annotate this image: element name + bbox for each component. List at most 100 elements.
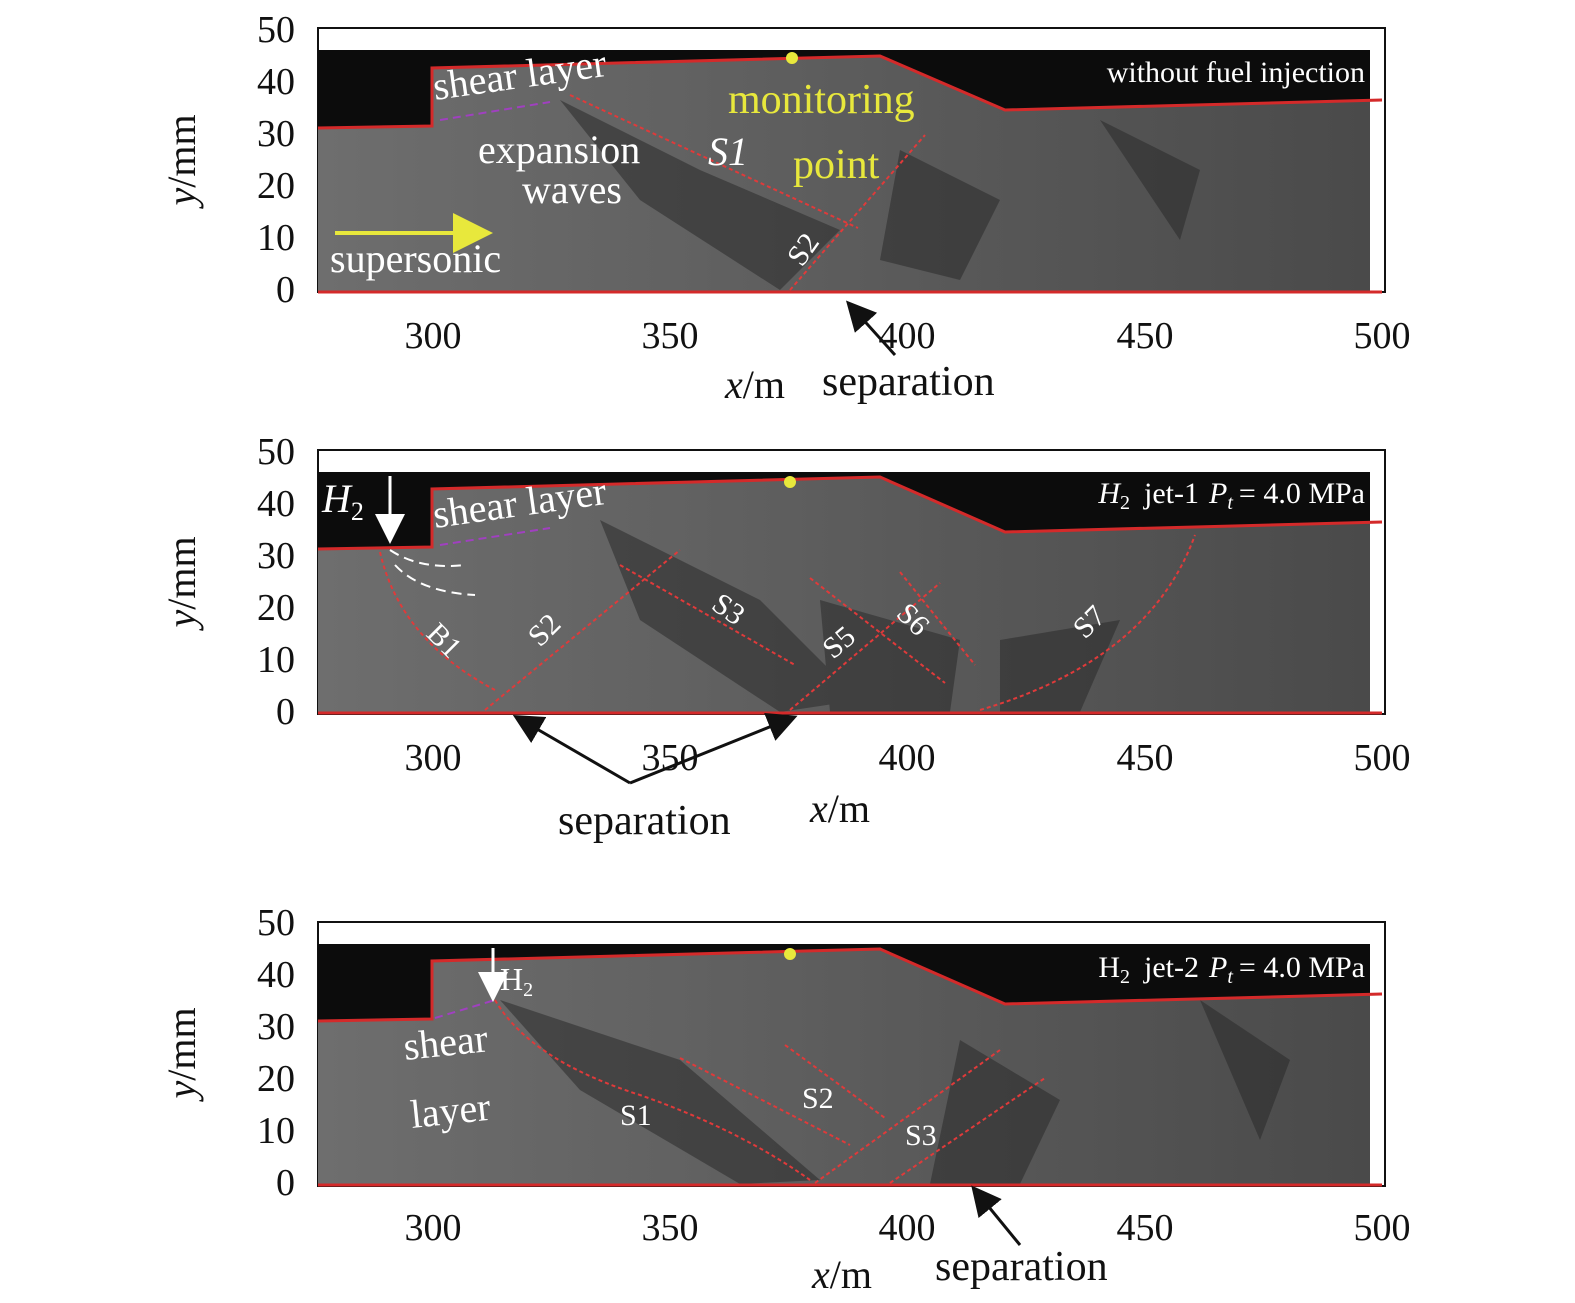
- panel-3-x-axis-label: x/m: [811, 1252, 872, 1297]
- panel-1-shock-s2: [789, 134, 926, 291]
- x-axis-unit: /m: [743, 362, 785, 407]
- y-tick-label: 30: [257, 1006, 295, 1048]
- x-axis-var: x: [811, 1252, 830, 1297]
- panel-3-separation-label: separation: [935, 1244, 1108, 1290]
- panel-2-x-axis-label: x/m: [809, 786, 870, 831]
- panel-2-y-ticks: 50 40 30 20 10 0: [257, 431, 295, 733]
- panel-3-shear-line: [434, 999, 496, 1019]
- panel-3-shock-s3a: [814, 1049, 1001, 1184]
- x-tick-label: 450: [1117, 315, 1174, 357]
- panel-1-waves-label: waves: [522, 167, 622, 212]
- y-tick-label: 40: [257, 483, 295, 525]
- panel-3-dark-regions: [500, 1000, 1290, 1184]
- h2-h: H: [500, 961, 523, 997]
- case-value: = 4.0 MPa: [1239, 477, 1365, 510]
- x-tick-label: 300: [405, 1207, 462, 1249]
- panel-2-dark-regions: [600, 520, 1120, 712]
- y-tick-label: 0: [276, 269, 295, 311]
- case-p-sub: t: [1227, 492, 1233, 514]
- y-tick-label: 50: [257, 902, 295, 944]
- y-tick-label: 10: [257, 1110, 295, 1152]
- panel-3-wall-outline: [317, 947, 1383, 1023]
- y-tick-label: 50: [257, 9, 295, 51]
- y-tick-label: 20: [257, 165, 295, 207]
- x-tick-label: 350: [642, 1207, 699, 1249]
- h2-h: H: [321, 476, 353, 521]
- case-p-sub: t: [1227, 966, 1233, 988]
- y-tick-label: 20: [257, 1058, 295, 1100]
- case-h-sub: 2: [1120, 492, 1130, 514]
- panel-3-s2-label: S2: [802, 1082, 834, 1115]
- x-tick-label: 350: [642, 315, 699, 357]
- panel-3-shear-label: shear: [401, 1015, 490, 1069]
- panel-2-upper-wall: [318, 472, 1370, 549]
- y-axis-var: y: [159, 610, 204, 632]
- panel-1-x-ticks: 300 350 400 450 500: [405, 315, 1411, 357]
- panel-3: H2 jet-2 Pt = 4.0 MPa H2 shear layer S1 S2 …: [159, 902, 1411, 1297]
- case-p: P: [1208, 477, 1227, 510]
- x-tick-label: 350: [642, 737, 699, 779]
- y-tick-label: 10: [257, 217, 295, 259]
- panel-1-separation-arrow: [845, 300, 897, 357]
- panel-2-h2-label: H2: [321, 476, 364, 526]
- y-tick-label: 10: [257, 639, 295, 681]
- panel-2-monitoring-point-marker: [784, 476, 796, 488]
- panel-2-shock-s2: [484, 549, 681, 711]
- panel-1-case-label: without fuel injection: [1107, 56, 1365, 89]
- panel-3-case-label: H2 jet-2 Pt = 4.0 MPa: [1098, 951, 1365, 988]
- x-tick-label: 500: [1354, 315, 1411, 357]
- y-tick-label: 50: [257, 431, 295, 473]
- panel-1-y-ticks: 50 40 30 20 10 0: [257, 9, 295, 311]
- case-h: H: [1097, 477, 1122, 510]
- panel-2-shock-s3: [619, 564, 796, 666]
- x-tick-label: 450: [1117, 1207, 1174, 1249]
- panel-2: H2 jet-1 Pt = 4.0 MPa H2 shear layer B1 S2 …: [159, 431, 1411, 844]
- panel-2-separation-label: separation: [558, 798, 731, 844]
- panel-1-s1-label: S1: [708, 129, 748, 174]
- x-tick-label: 450: [1117, 737, 1174, 779]
- x-tick-label: 300: [405, 315, 462, 357]
- h2-sub: 2: [523, 979, 533, 1001]
- panel-2-shear-line: [439, 527, 551, 546]
- panel-1-dark-regions: [560, 100, 1200, 290]
- case-value: = 4.0 MPa: [1239, 951, 1365, 984]
- panel-3-shock-s1: [494, 999, 811, 1181]
- y-tick-label: 30: [257, 113, 295, 155]
- panel-2-shock-s6: [809, 577, 946, 684]
- case-jet: jet-2: [1143, 951, 1199, 984]
- panel-3-y-ticks: 50 40 30 20 10 0: [257, 902, 295, 1204]
- case-p: P: [1208, 951, 1227, 984]
- panel-2-shock-s7: [979, 534, 1196, 711]
- panel-1-shear-line: [439, 101, 551, 121]
- case-h: H: [1098, 951, 1120, 984]
- case-jet: jet-1: [1143, 477, 1199, 510]
- x-tick-label: 400: [879, 737, 936, 779]
- x-axis-var: x: [724, 362, 743, 407]
- x-tick-label: 500: [1354, 737, 1411, 779]
- y-tick-label: 30: [257, 535, 295, 577]
- x-axis-unit: /m: [830, 1252, 872, 1297]
- case-h-sub: 2: [1120, 966, 1130, 988]
- panel-3-upper-wall: [318, 944, 1370, 1021]
- panel-1-expansion-label: expansion: [478, 127, 640, 172]
- y-tick-label: 0: [276, 1162, 295, 1204]
- panel-3-shock-s3b: [889, 1077, 1046, 1184]
- y-tick-label: 0: [276, 691, 295, 733]
- panel-1-point-label: point: [793, 142, 880, 188]
- y-tick-label: 40: [257, 954, 295, 996]
- x-axis-var: x: [809, 786, 828, 831]
- x-tick-label: 400: [879, 315, 936, 357]
- x-axis-unit: /m: [828, 786, 870, 831]
- panel-1-monitoring-label: monitoring: [728, 77, 915, 123]
- panel-2-separation-arrow-2: [629, 713, 798, 785]
- panel-2-shock-s6b: [899, 571, 976, 666]
- panel-3-shock-s2a: [679, 1057, 851, 1146]
- panel-2-separation-arrow-1: [512, 714, 631, 785]
- x-tick-label: 400: [879, 1207, 936, 1249]
- y-axis-var: y: [159, 1081, 204, 1103]
- panel-2-jet-plume-1: [389, 549, 466, 567]
- panel-2-shock-s5: [789, 582, 941, 711]
- panel-3-separation-arrow: [971, 1185, 1022, 1246]
- panel-2-case-label: H2 jet-1 Pt = 4.0 MPa: [1097, 477, 1365, 514]
